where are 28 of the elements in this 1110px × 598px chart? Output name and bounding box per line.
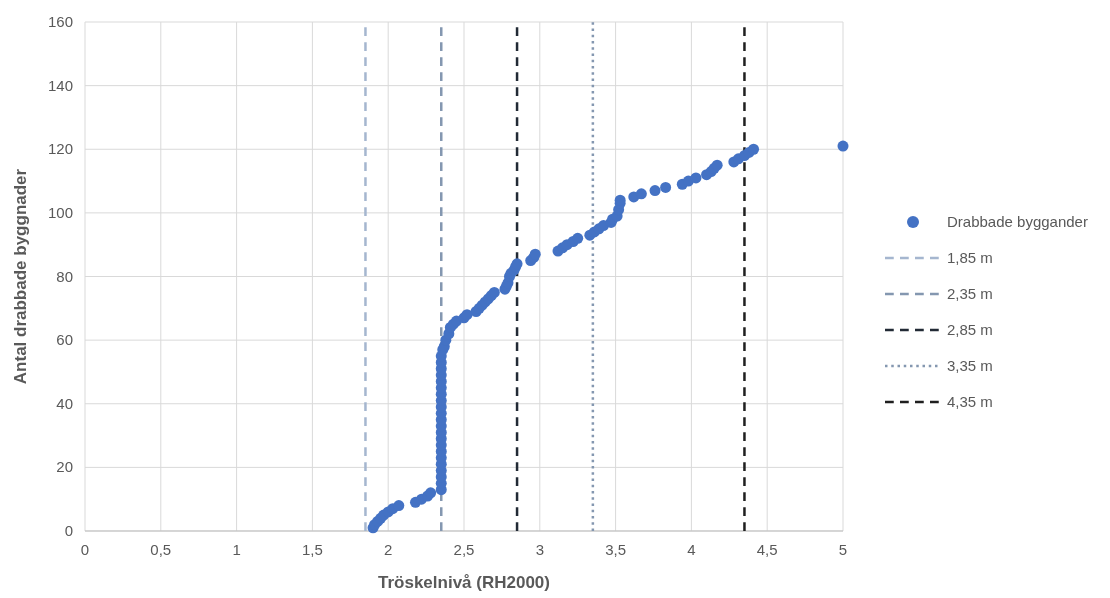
x-tick-label: 1 <box>232 541 241 558</box>
x-tick-label: 4,5 <box>756 541 778 558</box>
x-tick-label: 4 <box>687 541 696 558</box>
x-tick-label: 2 <box>384 541 393 558</box>
legend-label: 1,85 m <box>947 249 993 266</box>
legend-label: 2,85 m <box>947 321 993 338</box>
x-tick-label: 0,5 <box>150 541 172 558</box>
x-axis-title: Tröskelnivå (RH2000) <box>378 573 550 592</box>
legend-label: 4,35 m <box>947 393 993 410</box>
x-tick-label: 3 <box>535 541 544 558</box>
y-tick-label: 80 <box>56 267 73 285</box>
x-tick-label: 5 <box>838 541 848 558</box>
x-tick-label: 2,5 <box>453 541 475 558</box>
y-axis-title: Antal drabbade byggnader <box>11 168 30 385</box>
legend-label: Drabbade byggander <box>947 213 1088 230</box>
y-tick-label: 120 <box>47 140 73 158</box>
y-tick-label: 60 <box>56 331 73 349</box>
y-tick-label: 140 <box>47 76 73 94</box>
y-tick-label: 100 <box>47 203 73 221</box>
legend-label: 2,35 m <box>947 285 993 302</box>
y-tick-label: 40 <box>56 394 73 412</box>
y-tick-label: 160 <box>47 13 73 30</box>
y-tick-label: 20 <box>56 458 73 476</box>
x-tick-label: 1,5 <box>301 541 323 558</box>
y-tick-label: 0 <box>64 522 73 539</box>
x-tick-label: 3,5 <box>605 541 627 558</box>
x-tick-label: 0 <box>80 541 90 558</box>
legend-label: 3,35 m <box>947 357 993 374</box>
